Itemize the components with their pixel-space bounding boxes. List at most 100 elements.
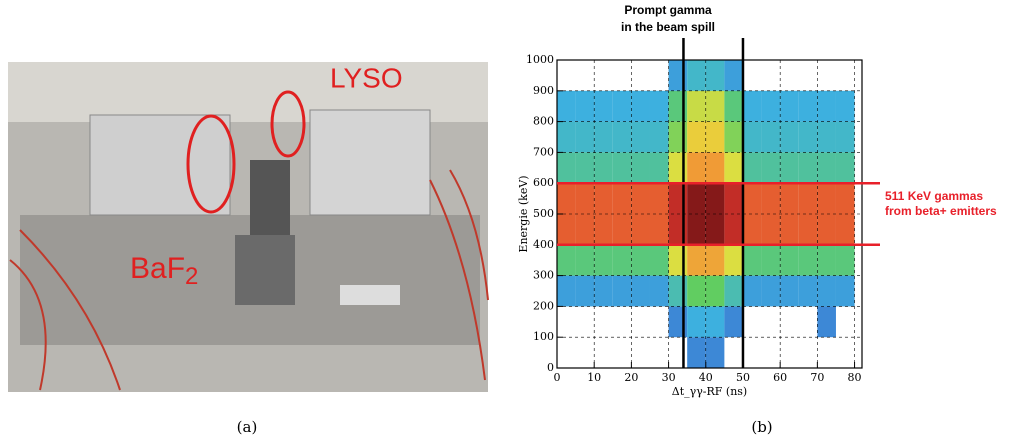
- y-tick-label: 600: [533, 176, 554, 189]
- heatmap-cell: [761, 121, 781, 153]
- chart: 0 100 200 300 400 500 600 700 800 900 1000 0 10 20 30 4…: [517, 3, 997, 398]
- heatmap-cell: [780, 214, 799, 245]
- heatmap-cell: [687, 275, 706, 307]
- heatmap-cell: [724, 60, 743, 91]
- heatmap-cell: [742, 121, 762, 153]
- heatmap-cell: [761, 183, 781, 214]
- heatmap-cell: [649, 183, 669, 214]
- heatmap-cell: [798, 121, 818, 153]
- heatmap-cell: [687, 244, 706, 276]
- heatmap-cell: [780, 244, 799, 276]
- heatmap-cell: [780, 90, 799, 122]
- heatmap-cell: [705, 337, 725, 368]
- cables: [9, 169, 489, 391]
- heatmap-cell: [761, 152, 781, 184]
- heatmap-cell: [705, 244, 725, 276]
- x-tick-label: 60: [773, 371, 787, 384]
- motor: [235, 235, 295, 305]
- x-tick-label: 70: [810, 371, 824, 384]
- y-axis-label: Energie (keV): [517, 175, 530, 252]
- heatmap-cell: [649, 152, 669, 184]
- heatmap-cell: [594, 121, 613, 153]
- heatmap-cell: [612, 183, 632, 214]
- heatmap-cell: [612, 214, 632, 245]
- heatmap-cell: [631, 121, 650, 153]
- y-tick-label: 100: [533, 330, 554, 343]
- heatmap-cell: [724, 275, 743, 307]
- annotation-right: 511 KeV gammas: [885, 189, 983, 203]
- heatmap-cell: [557, 214, 576, 245]
- x-axis-label: Δt_γγ-RF (ns): [672, 385, 747, 398]
- heatmap-cell: [742, 152, 762, 184]
- x-tick-label: 30: [662, 371, 676, 384]
- heatmap-cell: [557, 152, 576, 184]
- annotation-top: Prompt gamma: [624, 3, 712, 17]
- heatmap-cell: [817, 214, 836, 245]
- heatmap-cell: [575, 121, 595, 153]
- heatmap-cell: [724, 214, 743, 245]
- heatmap-cell: [631, 275, 650, 307]
- heatmap-cell: [631, 244, 650, 276]
- heatmap-cell: [705, 183, 725, 214]
- heatmap-cell: [742, 214, 762, 245]
- heatmap-cell: [705, 121, 725, 153]
- baf2-label-subscript: 2: [185, 263, 198, 290]
- heatmap-cell: [835, 90, 855, 122]
- heatmap-cell: [594, 214, 613, 245]
- photo: LYSO BaF2: [8, 62, 489, 392]
- heatmap-cell: [761, 214, 781, 245]
- heatmap-cell: [780, 275, 799, 307]
- y-tick-label: 1000: [526, 53, 554, 66]
- heatmap-cell: [705, 214, 725, 245]
- heatmap-cell: [594, 244, 613, 276]
- heatmap-cell: [594, 183, 613, 214]
- heatmap-cell: [761, 275, 781, 307]
- y-tick-label: 500: [533, 207, 554, 220]
- heatmap-cell: [817, 306, 836, 338]
- heatmap-cell: [798, 152, 818, 184]
- lyso-circle: [270, 90, 306, 158]
- heatmap-cell: [761, 90, 781, 122]
- heatmap-cell: [835, 244, 855, 276]
- x-tick-label: 80: [848, 371, 862, 384]
- heatmap-cell: [798, 183, 818, 214]
- heatmap-cell: [631, 214, 650, 245]
- heatmap-cell: [724, 90, 743, 122]
- heatmap-cell: [649, 121, 669, 153]
- y-tick-label: 900: [533, 84, 554, 97]
- y-tick-label: 200: [533, 299, 554, 312]
- caption-b: (b): [751, 418, 772, 436]
- heatmap-cell: [742, 183, 762, 214]
- heatmap-cell: [687, 306, 706, 338]
- heatmap-cell: [575, 152, 595, 184]
- y-tick-label: 300: [533, 269, 554, 282]
- heatmap-cell: [742, 275, 762, 307]
- heatmap-cell: [687, 214, 706, 245]
- heatmap-cell: [798, 244, 818, 276]
- heatmap-cell: [687, 337, 706, 368]
- baf2-label-main: BaF: [130, 252, 185, 285]
- heatmap-cell: [817, 244, 836, 276]
- y-tick-label: 0: [547, 361, 554, 374]
- heatmap-cell: [594, 152, 613, 184]
- heatmap-cell: [835, 183, 855, 214]
- heatmap-cell: [575, 244, 595, 276]
- heatmap-cell: [742, 90, 762, 122]
- heatmap-cell: [649, 90, 669, 122]
- detector-left: [89, 114, 231, 216]
- heatmap-cell: [612, 244, 632, 276]
- x-tick-label: 20: [624, 371, 638, 384]
- heatmap-cell: [835, 121, 855, 153]
- heatmap-cell: [557, 121, 576, 153]
- heatmap-cell: [612, 152, 632, 184]
- heatmap-cell: [798, 90, 818, 122]
- baf2-label: BaF2: [130, 252, 198, 290]
- plot-frame: [556, 59, 863, 369]
- heatmap-cell: [798, 214, 818, 245]
- heatmap-cell: [557, 183, 576, 214]
- heatmap-cell: [817, 90, 836, 122]
- heatmap-cell: [557, 90, 576, 122]
- y-tick-label: 400: [533, 238, 554, 251]
- heatmap-cell: [687, 183, 706, 214]
